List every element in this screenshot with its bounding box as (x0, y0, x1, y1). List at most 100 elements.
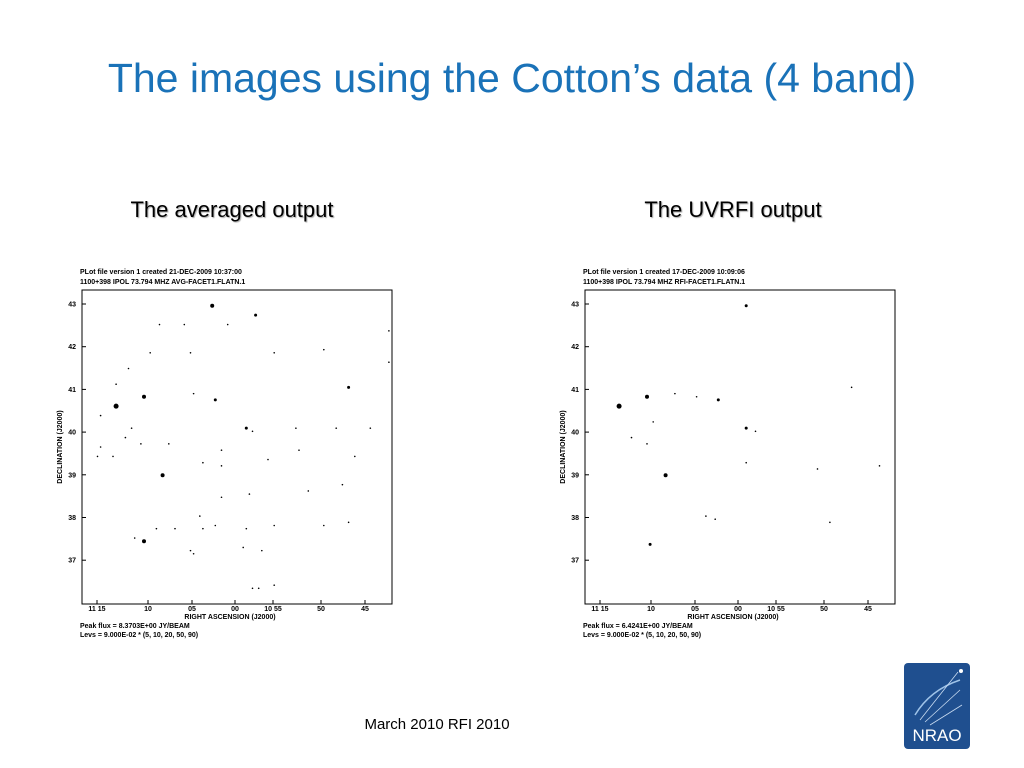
plot-frame (81, 289, 393, 605)
source-dot (244, 426, 248, 430)
source-dot (189, 549, 192, 552)
source-dot (112, 455, 114, 458)
x-tick-label: 50 (820, 606, 828, 613)
source-dot (261, 549, 263, 552)
y-axis-label: DECLINATION (J2000) (57, 410, 64, 483)
x-tick-label: 11 15 (591, 606, 608, 613)
panel: The averaged output PLot file version 1 c… (57, 197, 393, 639)
panel-heading: The UVRFI output (644, 197, 821, 222)
source-dot (124, 436, 127, 439)
source-dot (388, 330, 390, 332)
source-dot (816, 468, 819, 470)
x-axis-label: RIGHT ASCENSION (J2000) (687, 614, 778, 621)
source-dot (248, 493, 251, 495)
source-dot (273, 584, 276, 586)
source-dot (183, 323, 186, 326)
plot-footer: Peak flux = 6.4241E+00 JY/BEAM (583, 623, 693, 630)
plot-header: 1100+398 IPOL 73.794 MHZ AVG-FACET1.FLAT… (80, 279, 245, 286)
plot-frame (584, 289, 896, 605)
source-dot (714, 518, 716, 521)
y-tick-label: 40 (68, 430, 76, 437)
y-tick-label: 43 (571, 302, 579, 309)
plot-header: PLot file version 1 created 17-DEC-2009 … (583, 269, 745, 276)
y-tick-label: 42 (68, 344, 76, 351)
source-dot (202, 527, 204, 530)
source-dot (226, 323, 229, 326)
source-dot (168, 443, 170, 445)
y-tick-label: 37 (571, 558, 579, 565)
source-dot (648, 542, 652, 546)
source-dot (127, 367, 130, 370)
source-dot (307, 490, 310, 492)
source-dot (160, 473, 165, 478)
source-dot (220, 496, 223, 499)
y-tick-label: 39 (68, 472, 76, 479)
source-dot (220, 449, 223, 451)
source-dot (213, 398, 217, 402)
x-tick-label: 45 (361, 606, 369, 613)
x-tick-label: 05 (188, 606, 196, 613)
y-tick-label: 38 (68, 515, 76, 522)
y-tick-label: 41 (68, 387, 76, 394)
source-dot (99, 446, 102, 448)
source-dot (295, 427, 297, 429)
y-tick-label: 42 (571, 344, 579, 351)
source-dot (214, 524, 217, 527)
source-dot (96, 455, 99, 458)
source-dot (354, 455, 356, 458)
source-dot (192, 392, 195, 395)
source-dot (189, 352, 192, 354)
y-tick-label: 38 (571, 515, 579, 522)
source-dot (242, 546, 244, 549)
x-tick-label: 00 (231, 606, 239, 613)
source-dot (616, 403, 622, 409)
y-tick-label: 39 (571, 472, 579, 479)
y-tick-label: 43 (68, 302, 76, 309)
logo-star (959, 669, 963, 673)
y-tick-label: 37 (68, 558, 76, 565)
source-dot (695, 395, 698, 398)
x-tick-label: 11 15 (88, 606, 105, 613)
source-dot (341, 483, 344, 486)
source-dot (645, 394, 649, 399)
source-dot (149, 352, 151, 354)
source-dot (323, 524, 325, 527)
source-dot (652, 421, 654, 423)
source-dot (754, 430, 757, 433)
logo-text: NRAO (912, 726, 961, 745)
source-dot (142, 394, 146, 399)
source-dot (745, 461, 747, 464)
y-axis-label: DECLINATION (J2000) (560, 410, 567, 483)
source-dot (210, 303, 215, 308)
plot-header: 1100+398 IPOL 73.794 MHZ RFI-FACET1.FLAT… (583, 279, 745, 286)
source-dot (142, 539, 146, 544)
source-dot (663, 473, 668, 478)
source-dot (130, 427, 133, 429)
source-dot (716, 398, 720, 402)
source-dot (744, 304, 748, 308)
source-dot (347, 385, 351, 389)
plot-footer: Levs = 9.000E-02 * (5, 10, 20, 50, 90) (80, 632, 198, 639)
source-dot (705, 515, 707, 517)
source-dot (388, 361, 390, 364)
source-dot (245, 527, 248, 530)
x-tick-label: 10 55 (264, 606, 282, 613)
source-dot (115, 383, 117, 386)
source-dot (646, 443, 648, 445)
source-dot (158, 323, 161, 326)
source-dot (369, 427, 372, 429)
source-dot (192, 552, 195, 555)
source-dot (347, 521, 350, 524)
slide-footer: March 2010 RFI 2010 (364, 716, 509, 733)
source-dot (113, 403, 119, 409)
logo-arc (914, 679, 961, 716)
source-dot (273, 524, 276, 527)
source-dot (220, 465, 223, 467)
source-dot (140, 443, 142, 445)
source-dot (298, 449, 300, 451)
source-dot (251, 430, 254, 433)
source-dot (199, 515, 201, 517)
x-tick-label: 10 (144, 606, 152, 613)
source-dot (878, 465, 881, 467)
